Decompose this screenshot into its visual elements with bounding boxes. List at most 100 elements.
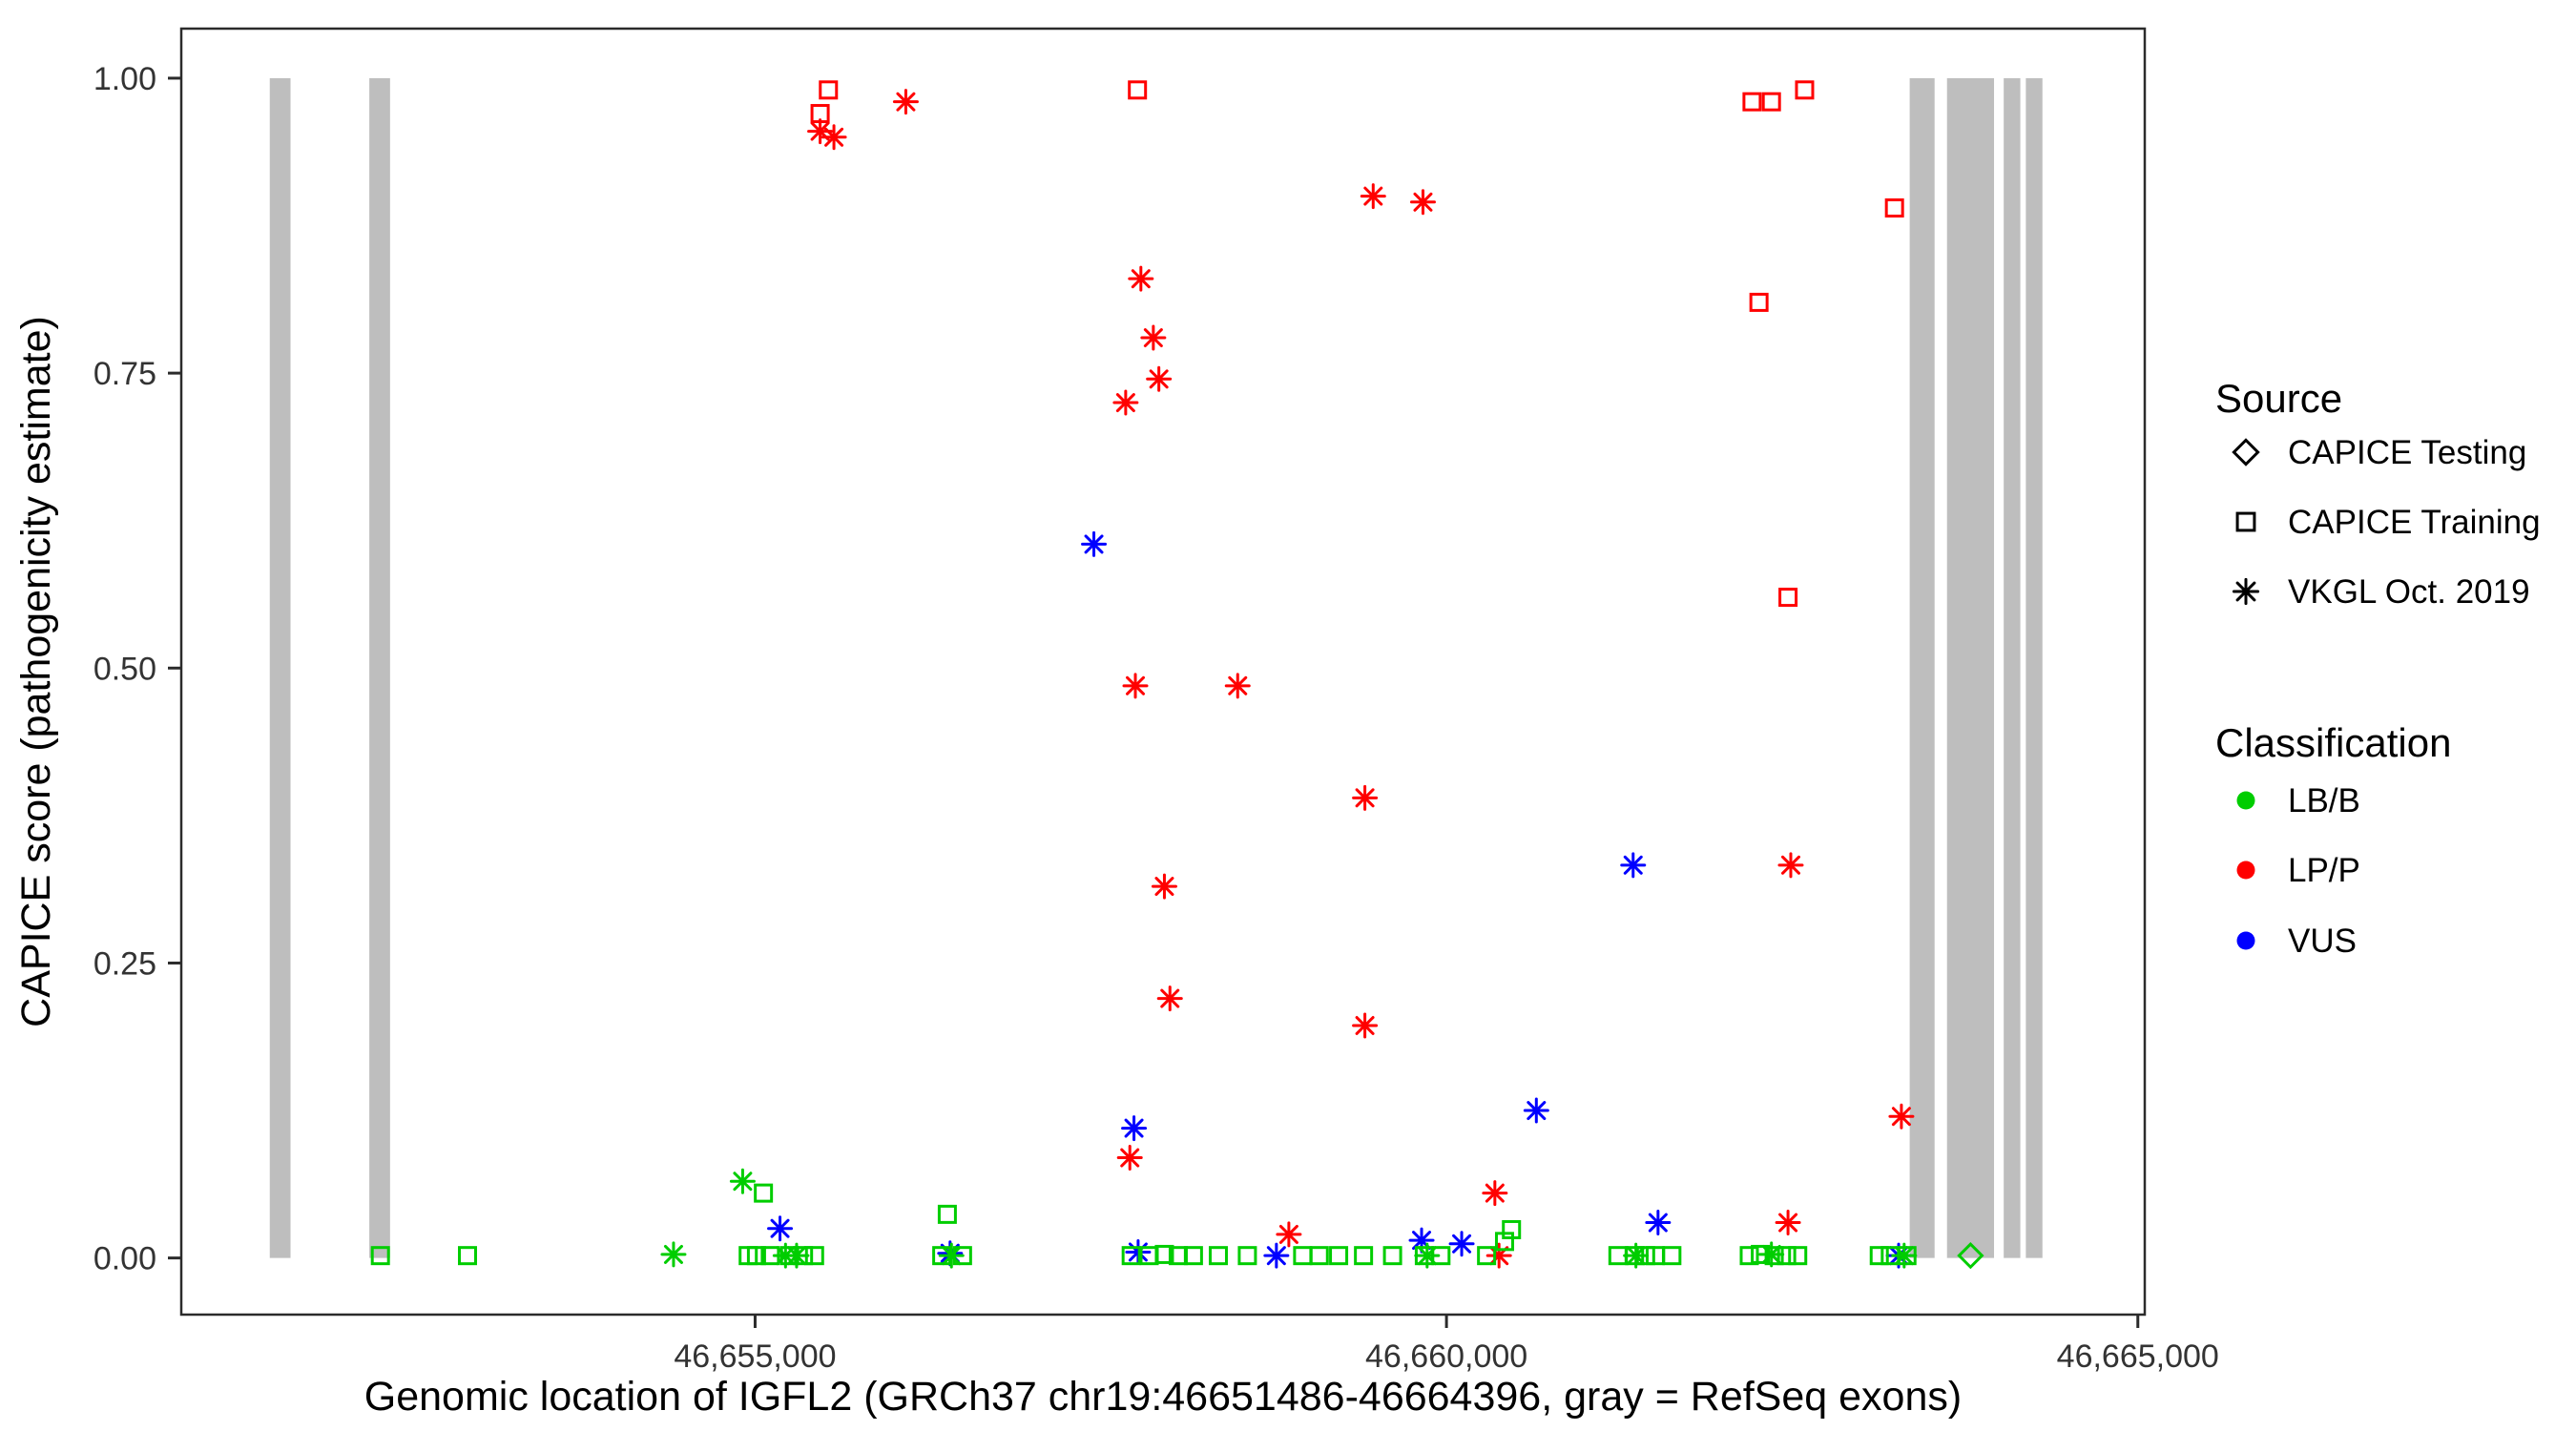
legend-item-label: LP/P (2288, 852, 2360, 889)
data-point-square (1431, 1246, 1451, 1266)
data-point-square (1761, 92, 1781, 112)
x-axis-title: Genomic location of IGFL2 (GRCh37 chr19:… (364, 1374, 1962, 1420)
data-point-square (1869, 1246, 1889, 1266)
data-point-asterisk (821, 124, 847, 151)
legend-item-label: CAPICE Testing (2288, 434, 2526, 471)
data-point-square (1884, 197, 1904, 218)
variant-points-layer (370, 80, 1984, 1270)
legend-source-title: Source (2215, 376, 2342, 421)
data-point-square (1208, 1246, 1228, 1266)
legend-item-label: LB/B (2288, 782, 2360, 819)
data-point-square (1477, 1246, 1497, 1266)
data-point-square (1749, 292, 1769, 312)
legend-item-label: VUS (2288, 923, 2357, 960)
data-point-square (1897, 1246, 1917, 1266)
y-tick-label: 0.00 (93, 1241, 156, 1277)
data-point-dot (2236, 931, 2255, 950)
refseq-exon-bar (1946, 77, 1995, 1258)
data-point-square (932, 1246, 952, 1266)
data-point-asterisk (1777, 852, 1804, 879)
data-point-square (1329, 1246, 1349, 1266)
data-point-square (1625, 1246, 1645, 1266)
data-point-square (1309, 1246, 1329, 1266)
data-point-asterisk (1122, 673, 1149, 699)
data-point-asterisk (938, 1242, 965, 1269)
legend-item-label: CAPICE Training (2288, 504, 2541, 541)
data-point-asterisk (1081, 530, 1108, 557)
y-tick-label: 0.50 (93, 651, 156, 687)
data-point-asterisk (1523, 1097, 1549, 1124)
data-point-square (1237, 1246, 1257, 1266)
data-point-asterisk (1409, 189, 1436, 216)
data-point-square (1788, 1246, 1808, 1266)
data-point-square (1635, 1246, 1655, 1266)
data-point-square (1128, 80, 1148, 100)
data-point-square (746, 1246, 766, 1266)
legend-item-class-lpp: LP/P (2236, 852, 2360, 889)
legend-item-source-training: CAPICE Training (2235, 504, 2541, 541)
legend: Source CAPICE Testing CAPICE Training VKGL … (2215, 376, 2541, 960)
data-point-dot (2236, 861, 2255, 880)
data-point-square (1751, 1244, 1771, 1264)
refseq-exon-bar (369, 77, 390, 1258)
data-point-asterisk (729, 1168, 756, 1194)
data-point-asterisk (2232, 577, 2260, 606)
axes-layer: 46,655,000 46,660,000 46,665,000 0.00 0.25 0.… (93, 27, 2219, 1375)
data-point-square (779, 1246, 800, 1266)
x-tick-label: 46,655,000 (674, 1338, 836, 1375)
data-point-asterisk (1151, 873, 1177, 900)
data-point-square (1778, 588, 1798, 608)
y-tick-label: 0.25 (93, 945, 156, 982)
data-point-square (794, 1246, 814, 1266)
legend-item-source-testing: CAPICE Testing (2232, 434, 2526, 471)
data-point-asterisk (1360, 183, 1386, 210)
data-point-square (2235, 511, 2256, 532)
data-point-square (1183, 1246, 1203, 1266)
data-point-asterisk (1146, 365, 1173, 392)
data-point-square (804, 1246, 824, 1266)
data-point-asterisk (1121, 1115, 1148, 1142)
data-point-asterisk (1263, 1242, 1290, 1269)
data-point-square (1795, 80, 1815, 100)
y-tick-label: 1.00 (93, 61, 156, 97)
data-point-asterisk (1482, 1180, 1508, 1207)
data-point-square (1776, 1246, 1797, 1266)
data-point-square (458, 1246, 478, 1266)
refseq-exon-bar (2025, 77, 2043, 1258)
refseq-exon-bars (269, 77, 2043, 1258)
y-tick-label: 0.75 (93, 356, 156, 392)
data-point-square (1645, 1246, 1665, 1266)
data-point-diamond (2232, 438, 2260, 467)
data-point-square (1354, 1246, 1374, 1266)
data-point-asterisk (1352, 784, 1379, 811)
data-point-asterisk (767, 1215, 794, 1242)
data-point-square (1662, 1246, 1682, 1266)
data-point-asterisk (892, 89, 919, 115)
x-tick-label: 46,665,000 (2057, 1338, 2219, 1375)
data-point-square (1382, 1246, 1402, 1266)
data-point-square (1154, 1244, 1174, 1264)
data-point-square (952, 1246, 972, 1266)
data-point-square (754, 1183, 774, 1203)
data-point-square (937, 1204, 957, 1224)
plot-panel-border (179, 27, 2147, 1317)
data-point-asterisk (660, 1241, 687, 1268)
legend-item-label: VKGL Oct. 2019 (2288, 573, 2530, 611)
data-point-square (760, 1246, 780, 1266)
data-point-square (1494, 1232, 1514, 1252)
refseq-exon-bar (269, 77, 291, 1258)
data-point-asterisk (1352, 1012, 1379, 1039)
data-point-diamond (1957, 1242, 1984, 1270)
data-point-asterisk (1112, 389, 1139, 416)
data-point-asterisk (1128, 265, 1154, 292)
data-point-asterisk (1276, 1221, 1302, 1248)
data-point-asterisk (1448, 1231, 1475, 1257)
legend-item-class-vus: VUS (2236, 923, 2357, 960)
data-point-asterisk (1620, 852, 1647, 879)
data-point-asterisk (1645, 1210, 1672, 1236)
data-point-asterisk (1140, 324, 1167, 351)
data-point-asterisk (1156, 985, 1183, 1012)
data-point-square (1293, 1246, 1313, 1266)
legend-classification-title: Classification (2215, 720, 2451, 765)
